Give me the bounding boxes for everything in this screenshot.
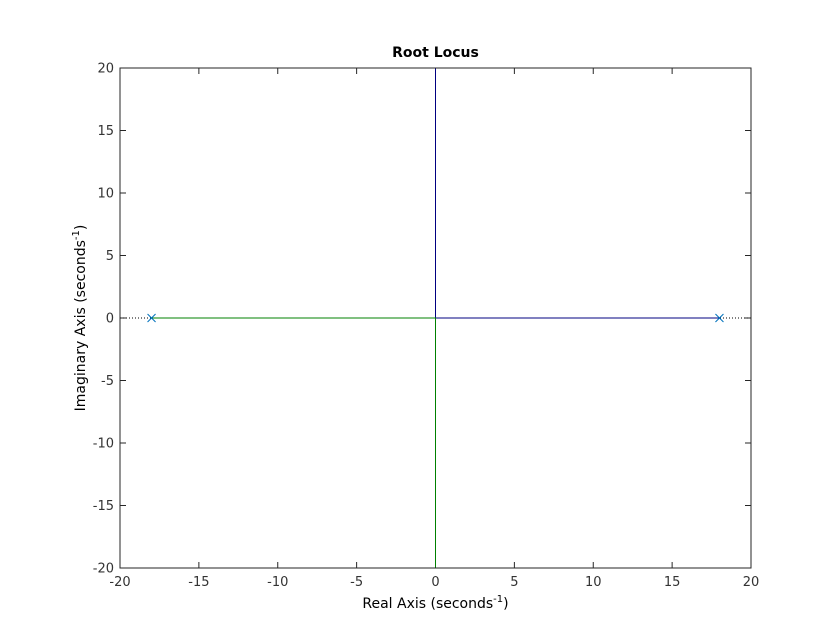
x-tick-label: -5	[350, 575, 363, 590]
y-tick-label: -15	[93, 499, 114, 514]
y-tick-label: 10	[97, 187, 114, 202]
x-tick-label: -10	[267, 575, 288, 590]
y-tick-label: -5	[101, 374, 114, 389]
x-axis-label-tail: )	[503, 596, 508, 612]
y-axis-label-text: Imaginary Axis (seconds	[73, 240, 89, 411]
x-tick-label: -15	[188, 575, 209, 590]
x-axis-label-text: Real Axis (seconds	[362, 596, 493, 612]
plot-frame	[119, 67, 752, 569]
y-axis-label: Imaginary Axis (seconds-1)	[71, 225, 89, 412]
pole-marker-stroke	[715, 313, 724, 323]
y-tick-label: 15	[97, 124, 114, 139]
pole-marker	[715, 313, 724, 323]
x-tick-label: 5	[510, 575, 518, 590]
x-tick-label: 10	[585, 575, 602, 590]
x-tick-label: 20	[743, 575, 760, 590]
x-tick-label: 0	[431, 575, 439, 590]
pole-marker	[147, 313, 156, 323]
locus-branches	[151, 68, 720, 568]
y-tick-label: -20	[93, 562, 114, 577]
y-axis-label-tail: )	[73, 225, 89, 230]
y-axis-label-sup: -1	[71, 230, 82, 240]
locus-branch-2	[151, 317, 436, 568]
x-axis-label-sup: -1	[493, 594, 503, 605]
pole-marker-stroke	[147, 313, 156, 323]
pole-markers	[147, 313, 724, 323]
y-tick-label: 5	[106, 249, 114, 264]
axis-ticks: -20 -15 -10 -5 0 5 10 15 20 -20 -15 -10 -5 0 5 10 15 20	[93, 62, 760, 591]
y-tick-label: 20	[97, 62, 114, 77]
x-tick-label: -20	[109, 575, 130, 590]
x-axis-label: Real Axis (seconds-1)	[362, 594, 508, 612]
y-tick-label: 0	[106, 312, 114, 327]
x-tick-label: 15	[664, 575, 681, 590]
chart-title: Root Locus	[392, 45, 479, 61]
y-tick-label: -10	[93, 437, 114, 452]
